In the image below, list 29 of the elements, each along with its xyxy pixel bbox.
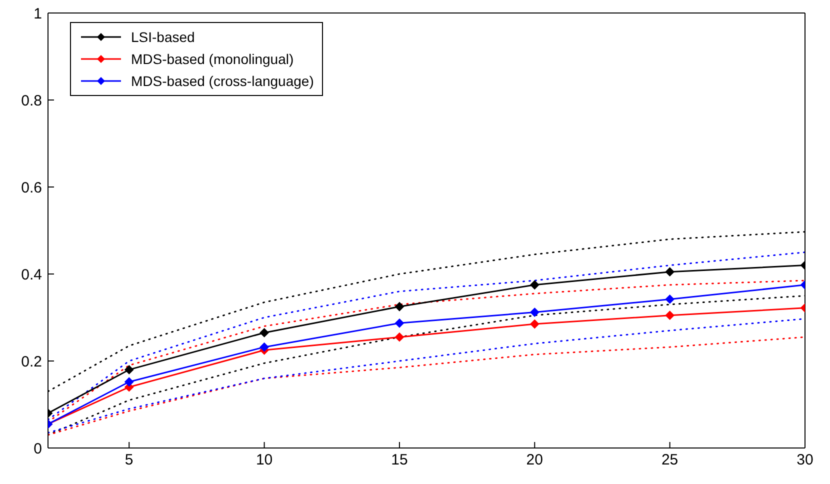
point xyxy=(530,280,540,290)
x-tick-label: 30 xyxy=(796,452,814,469)
point xyxy=(665,267,674,276)
legend-label: MDS-based (monolingual) xyxy=(131,51,294,67)
y-tick-label: 0.6 xyxy=(21,179,42,196)
point xyxy=(260,342,269,352)
x-tick-label: 20 xyxy=(526,452,543,469)
x-tick-label: 5 xyxy=(124,452,134,469)
y-tick-label: 0.4 xyxy=(21,266,42,284)
point xyxy=(394,302,404,312)
x-tick-label: 15 xyxy=(391,452,408,469)
point xyxy=(124,365,134,374)
point xyxy=(665,310,674,320)
point xyxy=(665,294,674,304)
y-tick-label: 0.2 xyxy=(21,353,42,370)
line-series xyxy=(48,336,805,436)
legend-label: MDS-based (cross-language) xyxy=(131,73,314,89)
point xyxy=(530,308,540,317)
point xyxy=(260,328,269,338)
y-tick-label: 0 xyxy=(34,440,42,458)
point xyxy=(394,332,404,342)
point xyxy=(530,320,540,329)
x-tick-label: 10 xyxy=(256,452,273,469)
point xyxy=(394,318,404,328)
y-tick-label: 1 xyxy=(34,5,42,22)
x-tick-label: 25 xyxy=(661,452,678,469)
point xyxy=(124,377,134,386)
y-tick-label: 0.8 xyxy=(21,92,42,110)
legend-label: LSI-based xyxy=(131,29,195,45)
